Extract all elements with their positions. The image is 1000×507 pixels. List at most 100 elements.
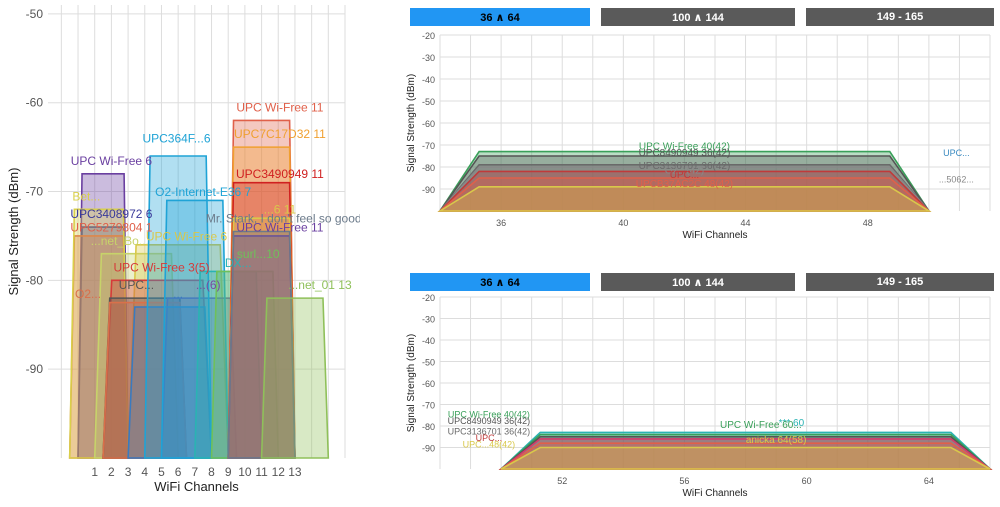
y-tick-label: -20	[422, 293, 435, 303]
signal-area	[437, 186, 932, 212]
series-label: UPCB37AC2C 48(42)	[636, 179, 733, 190]
series-label: ...net_01 13	[288, 278, 352, 292]
x-axis-label: WiFi Channels	[682, 230, 747, 240]
series-label: ...net_Bo...	[91, 234, 149, 248]
series-label: surl...10	[237, 247, 280, 261]
y-tick-label: -70	[26, 185, 44, 199]
y-tick-label: -90	[422, 185, 435, 195]
bottom-tab-100-144[interactable]: 100 ∧ 144	[601, 273, 795, 291]
series-label: Mr. Stark, I don't feel so good 11	[206, 212, 360, 226]
bottom-chart-panel: 36 ∧ 64 100 ∧ 144 149 - 165 -20 -30 -40 -50…	[398, 265, 1000, 502]
y-tick-label: -30	[422, 53, 435, 63]
y-tick-label: -50	[26, 7, 44, 21]
series-label: DX...	[225, 256, 252, 270]
signal-area	[500, 446, 991, 470]
y-tick-label: -50	[422, 358, 435, 368]
signal-area	[260, 297, 330, 459]
top-tab-100-144[interactable]: 100 ∧ 144	[601, 8, 795, 26]
x-tick-label: 6	[175, 465, 182, 479]
series-label: UPC...48(42)	[463, 440, 516, 450]
series-label: UPC Wi-Free 60...	[720, 420, 802, 431]
series-label: UPC Wi-Free 40(42)	[639, 141, 730, 152]
series-label: UPC7C17D32 11	[234, 127, 326, 141]
y-tick-label: -20	[422, 31, 435, 41]
x-tick-label: 5	[158, 465, 165, 479]
x-tick-label: 11	[255, 465, 268, 479]
y-tick-label: -60	[26, 96, 44, 110]
x-tick-label: 40	[618, 218, 628, 228]
series-label: anicka 64(58)	[746, 435, 807, 446]
x-tick-label: 52	[557, 476, 567, 486]
x-tick-label: 8	[208, 465, 215, 479]
series-label: UPC Wi-Free 11	[236, 221, 323, 235]
x-tick-label: 60	[802, 476, 812, 486]
series-label: UPC Wi-Free 6	[146, 229, 228, 243]
y-tick-label: -40	[422, 75, 435, 85]
series-label: UPC8490949 36(42)	[448, 416, 531, 426]
series-label: UPC Wi-Free 40(42)	[448, 409, 530, 419]
top-chart-panel: 36 ∧ 64 100 ∧ 144 149 - 165 -20 -30 -40 -50…	[398, 0, 1000, 240]
y-tick-label: -70	[422, 401, 435, 411]
left-chart-panel: -50 -60 -70 -80 -90 1 2 3 4 5 6 7 8 9 10 11 12 13 UPC Wi-F…	[0, 0, 378, 502]
top-band-tabs: 36 ∧ 64 100 ∧ 144 149 - 165	[398, 8, 1000, 30]
top-tab-36-64[interactable]: 36 ∧ 64	[410, 8, 590, 26]
x-axis-label: WiFi Channels	[154, 479, 239, 494]
y-axis-label: Signal Strength (dBm)	[406, 74, 417, 172]
series-label: Bet...	[72, 189, 100, 203]
x-tick-label: 12	[272, 465, 286, 479]
series-label: ...(6)	[196, 278, 221, 292]
x-tick-label: 44	[741, 218, 751, 228]
series-label: UPC...	[119, 278, 154, 292]
series-label: UPC Wi-Free 11	[236, 101, 323, 115]
series-label: UPC...	[670, 170, 699, 181]
series-label: O2-Internet-E36 7	[155, 185, 251, 199]
y-axis-label: Signal Strength (dBm)	[406, 334, 417, 432]
series-label: UPC3136701 36(42)	[448, 427, 531, 437]
series-label: UPC8490949 36(42)	[639, 148, 731, 159]
x-tick-label: 9	[225, 465, 232, 479]
x-tick-label: 4	[141, 465, 148, 479]
series-label: ...	[173, 287, 183, 301]
series-label: UPC Wi-Free 6	[71, 154, 153, 168]
x-tick-label: 13	[288, 465, 302, 479]
bottom-band-tabs: 36 ∧ 64 100 ∧ 144 149 - 165	[398, 273, 1000, 295]
x-tick-label: 56	[679, 476, 689, 486]
series-label: UPC364F...6	[142, 132, 210, 146]
series-label: O2...(42)	[665, 166, 704, 177]
x-tick-label: 10	[238, 465, 252, 479]
y-tick-label: -80	[422, 422, 435, 432]
series-label: ...6 11	[264, 203, 297, 217]
x-tick-label: 7	[191, 465, 198, 479]
x-tick-label: 36	[496, 218, 506, 228]
top-chart: -20 -30 -40 -50 -60 -70 -80 -90 36 40 44 48 UPC Wi-F…	[406, 31, 991, 240]
x-tick-label: 1	[91, 465, 98, 479]
y-tick-label: -50	[422, 97, 435, 107]
y-tick-label: -90	[26, 362, 44, 376]
bottom-tab-36-64[interactable]: 36 ∧ 64	[410, 273, 590, 291]
top-tab-149-165[interactable]: 149 - 165	[806, 8, 994, 26]
series-label: UPC3408972 6	[70, 207, 152, 221]
y-tick-label: -80	[26, 273, 44, 287]
y-tick-label: -80	[422, 163, 435, 173]
series-label: UPC...	[943, 148, 970, 158]
x-tick-label: 3	[125, 465, 132, 479]
series-label: UPC3490949 11	[236, 167, 324, 181]
x-tick-label: 2	[108, 465, 115, 479]
x-axis-label: WiFi Channels	[682, 488, 747, 499]
y-tick-label: -60	[422, 119, 435, 129]
series-label: UPC5279804 1	[70, 221, 152, 235]
y-tick-label: -90	[422, 444, 435, 454]
y-tick-label: -30	[422, 315, 435, 325]
y-axis-label: Signal Strength (dBm)	[6, 168, 21, 296]
bottom-tab-149-165[interactable]: 149 - 165	[806, 273, 994, 291]
series-label: O2...	[75, 287, 101, 301]
x-tick-label: 64	[924, 476, 934, 486]
series-label: UPC Wi-Free 3(5)	[113, 260, 209, 274]
series-label: UPC3136701 36(42)	[639, 161, 731, 172]
y-tick-label: -60	[422, 379, 435, 389]
series-label: ...5062...	[939, 174, 974, 184]
series-label: UPC...	[476, 433, 503, 443]
series-label: *** 60	[779, 418, 805, 429]
y-tick-label: -40	[422, 336, 435, 346]
